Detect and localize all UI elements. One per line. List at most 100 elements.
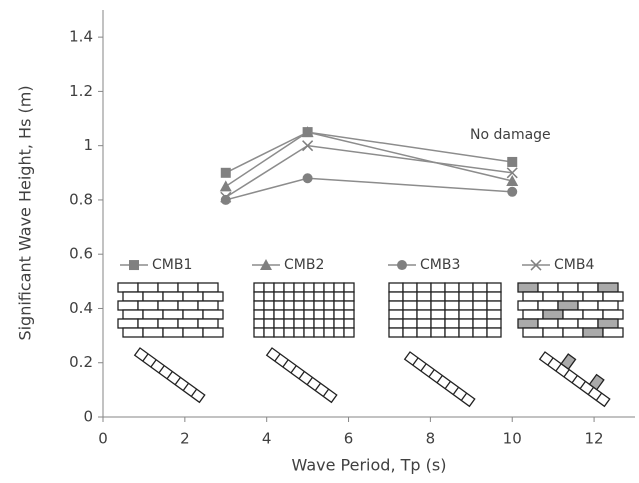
brick [162, 327, 184, 338]
brick [202, 309, 224, 320]
brick [283, 282, 295, 293]
brick [602, 309, 624, 320]
strip-joint [547, 357, 554, 366]
y-tick-label: 0.8 [69, 190, 93, 208]
brick [472, 282, 488, 293]
brick [486, 291, 502, 302]
marker [219, 180, 232, 192]
marker [506, 167, 518, 179]
brick [283, 327, 295, 338]
brick [522, 291, 544, 302]
brick [117, 318, 139, 329]
brick [253, 300, 265, 311]
y-tick-label: 0.2 [69, 353, 93, 371]
brick [537, 282, 559, 293]
marker [302, 140, 314, 152]
brick [388, 300, 404, 311]
y-tick-label: 0 [83, 408, 93, 426]
brick [182, 291, 204, 302]
brick [562, 309, 584, 320]
brick [177, 300, 199, 311]
strip-joint [444, 381, 451, 390]
brick [458, 309, 474, 320]
brick [444, 309, 460, 320]
brick [273, 291, 285, 302]
brick [557, 282, 579, 293]
strip-joint [412, 357, 419, 366]
brick [582, 309, 604, 320]
legend-label: CMB1 [152, 257, 192, 273]
brick [542, 327, 564, 338]
brick [117, 282, 139, 293]
brick [333, 282, 345, 293]
brick [333, 309, 345, 320]
brick [253, 282, 265, 293]
brick [430, 300, 446, 311]
brick [177, 282, 199, 293]
brick [597, 300, 619, 311]
brick [263, 327, 275, 338]
brick [137, 282, 159, 293]
brick [562, 291, 584, 302]
brick [388, 282, 404, 293]
brick [430, 309, 446, 320]
marker [506, 174, 519, 186]
strip-joint [298, 371, 305, 380]
brick [273, 327, 285, 338]
y-tick-label: 1 [83, 136, 93, 154]
brick [557, 300, 579, 311]
brick [293, 309, 305, 320]
marker [220, 167, 231, 178]
x-tick-label: 12 [585, 430, 604, 448]
brick [303, 291, 315, 302]
brick [388, 318, 404, 329]
strip-joint [166, 371, 173, 380]
marker [260, 259, 272, 271]
strip-joint [314, 382, 322, 391]
brick [142, 309, 164, 320]
brick [263, 318, 275, 329]
x-tick-label: 4 [262, 430, 272, 448]
brick [458, 318, 474, 329]
brick [313, 327, 325, 338]
brick [283, 291, 295, 302]
brick [122, 327, 144, 338]
brick [542, 309, 564, 320]
brick [430, 282, 446, 293]
brick [197, 282, 219, 293]
brick [416, 318, 432, 329]
block [588, 373, 605, 391]
brick [416, 282, 432, 293]
brick [444, 282, 460, 293]
brick [472, 318, 488, 329]
brick [197, 318, 219, 329]
brick [517, 318, 539, 329]
brick [197, 300, 219, 311]
brick [444, 291, 460, 302]
brick [486, 282, 502, 293]
brick [313, 300, 325, 311]
brick [444, 300, 460, 311]
brick [313, 282, 325, 293]
brick [117, 300, 139, 311]
strip-joint [428, 369, 435, 378]
brick [263, 309, 275, 320]
strip-joint [182, 382, 190, 391]
strip [538, 351, 611, 408]
brick [333, 318, 345, 329]
brick [293, 327, 305, 338]
brick [253, 327, 265, 338]
y-tick-label: 1.2 [69, 82, 93, 100]
strip-joint [158, 365, 165, 374]
brick [343, 282, 355, 293]
brick [472, 300, 488, 311]
brick [283, 318, 295, 329]
y-tick-label: 1.4 [69, 28, 93, 46]
brick [602, 291, 624, 302]
strip-joint [282, 359, 289, 368]
brick [157, 300, 179, 311]
brick [313, 318, 325, 329]
brick [388, 291, 404, 302]
brick [283, 309, 295, 320]
